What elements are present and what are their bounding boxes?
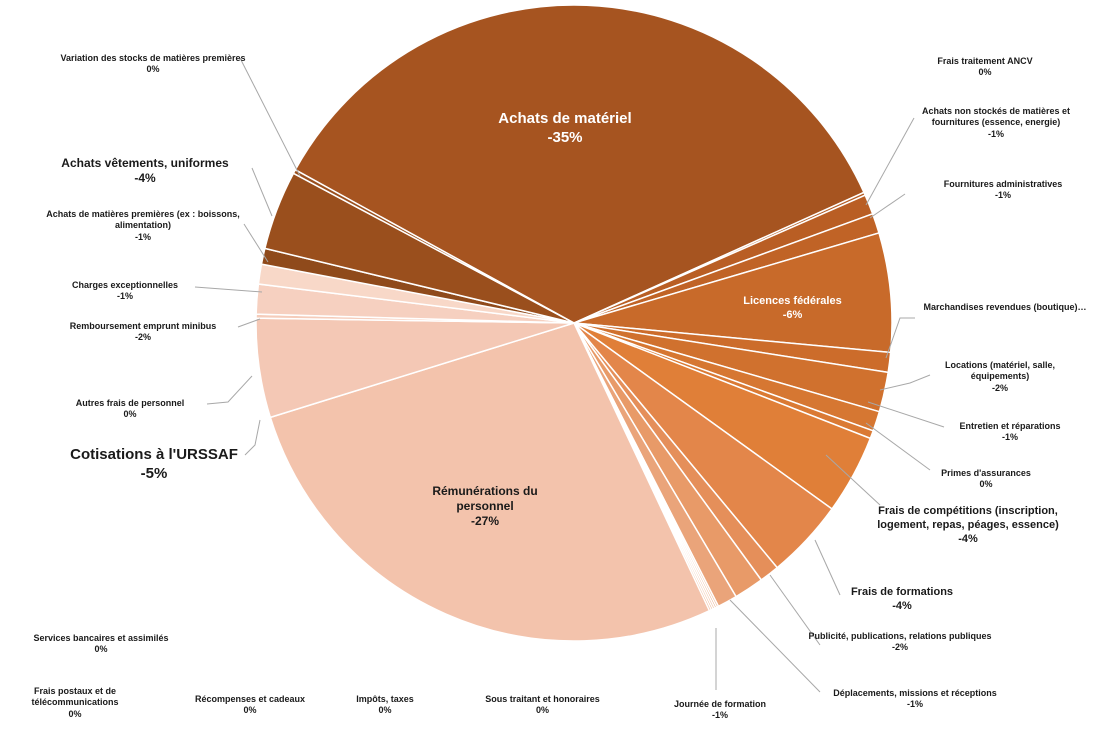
label-matieres-premieres: Achats de matières premières (ex : boiss… [46,209,240,242]
leader-line-competitions [825,454,881,506]
label-recompenses: Récompenses et cadeaux 0% [194,694,306,716]
label-deplacements: Déplacements, missions et réceptions -1% [833,688,997,710]
label-primes: Primes d'assurances 0% [941,468,1031,490]
pie-slice-4 [573,232,893,354]
label-frais-ancv: Frais traitement ANCV 0% [937,56,1033,78]
leader-line-primes [865,422,931,471]
leader-line-deplacements [729,599,821,693]
label-publicite: Publicité, publications, relations publi… [808,631,992,653]
label-locations: Locations (matériel, salle, équipements)… [944,360,1056,393]
leader-line-remboursement [237,318,261,328]
label-entretien: Entretien et réparations -1% [959,421,1061,443]
label-impots: Impôts, taxes 0% [356,694,414,716]
label-sous-traitant: Sous traitant et honoraires 0% [485,694,600,716]
label-marchandises: Marchandises revendues (boutique)… [923,302,1087,312]
label-autres-frais: Autres frais de personnel 0% [75,398,185,420]
leader-line-vetements [251,167,273,217]
pie-slice-0 [294,4,865,324]
pie-slice-19 [269,322,711,642]
leader-line-publicite [769,574,821,646]
label-frais-postaux: Frais postaux et de télécommunications 0… [31,686,119,719]
leader-line-matieres-premieres [243,223,269,263]
pie-slices [255,4,893,642]
label-charges-exc: Charges exceptionnelles -1% [71,280,179,302]
leader-line-formations [814,539,841,596]
label-licences: Licences fédérales -6% [743,295,842,321]
leader-line-fournitures-admin [869,193,906,219]
label-remboursement: Remboursement emprunt minibus -2% [69,321,217,343]
label-cotisations: Cotisations à l'URSSAF -5% [70,446,238,482]
leader-line-entretien [867,401,945,428]
leader-line-marchandises [885,317,915,359]
leader-line-achats-non-stockes [865,117,915,206]
label-achats-non-stockes: Achats non stockés de matières et fourni… [921,106,1071,139]
label-competitions: Frais de compétitions (inscription, loge… [877,505,1059,545]
label-journee: Journée de formation -1% [673,699,766,721]
leader-lines [194,57,945,693]
leader-line-locations [879,374,931,391]
leader-line-autres-frais [206,375,253,405]
label-variation-stocks: Variation des stocks de matières premièr… [60,53,246,75]
label-fournitures-admin: Fournitures administratives -1% [943,179,1063,201]
label-achats-materiel: Achats de matériel -35% [498,110,632,146]
leader-line-variation-stocks [239,57,301,177]
pie-slice-26 [292,168,575,324]
label-remunerations: Rémunérations du personnel -27% [432,484,538,528]
leader-line-cotisations [244,419,261,456]
label-formations: Frais de formations -4% [850,586,954,612]
leader-line-charges-exc [194,286,263,293]
label-vetements: Achats vêtements, uniformes -4% [61,156,229,185]
label-services-bancaires: Services bancaires et assimilés 0% [33,633,169,655]
